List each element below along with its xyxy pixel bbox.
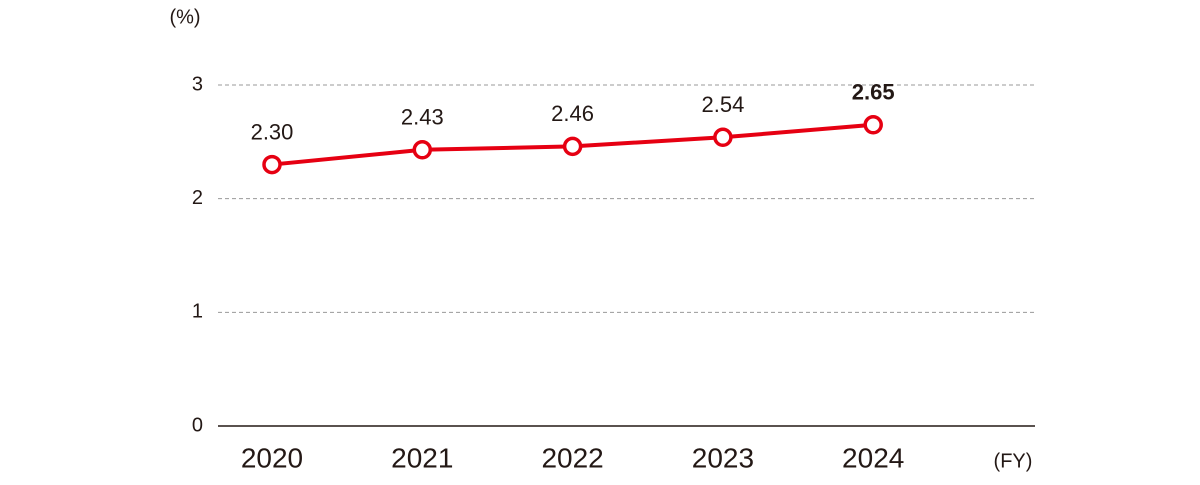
y-unit: (%) (169, 6, 200, 28)
y-tick-label: 2 (192, 187, 203, 209)
x-tick-label: 2024 (842, 442, 904, 473)
data-label: 2.54 (701, 92, 744, 117)
data-label: 2.30 (251, 119, 294, 144)
x-tick-label: 2020 (241, 442, 303, 473)
y-tick-label: 0 (192, 414, 203, 436)
x-tick-label: 2022 (541, 442, 603, 473)
data-point (562, 136, 583, 157)
data-point (262, 154, 282, 175)
data-point (863, 115, 883, 135)
data-label: 2.65 (852, 80, 895, 105)
x-unit: (FY) (994, 450, 1033, 472)
y-tick-label: 1 (192, 301, 203, 323)
data-point (713, 127, 733, 148)
data-point (412, 140, 433, 160)
x-tick-label: 2021 (391, 442, 453, 473)
x-tick-label: 2023 (692, 442, 754, 473)
data-label: 2.46 (551, 101, 594, 126)
y-tick-label: 3 (192, 73, 203, 95)
data-label: 2.43 (401, 105, 444, 130)
